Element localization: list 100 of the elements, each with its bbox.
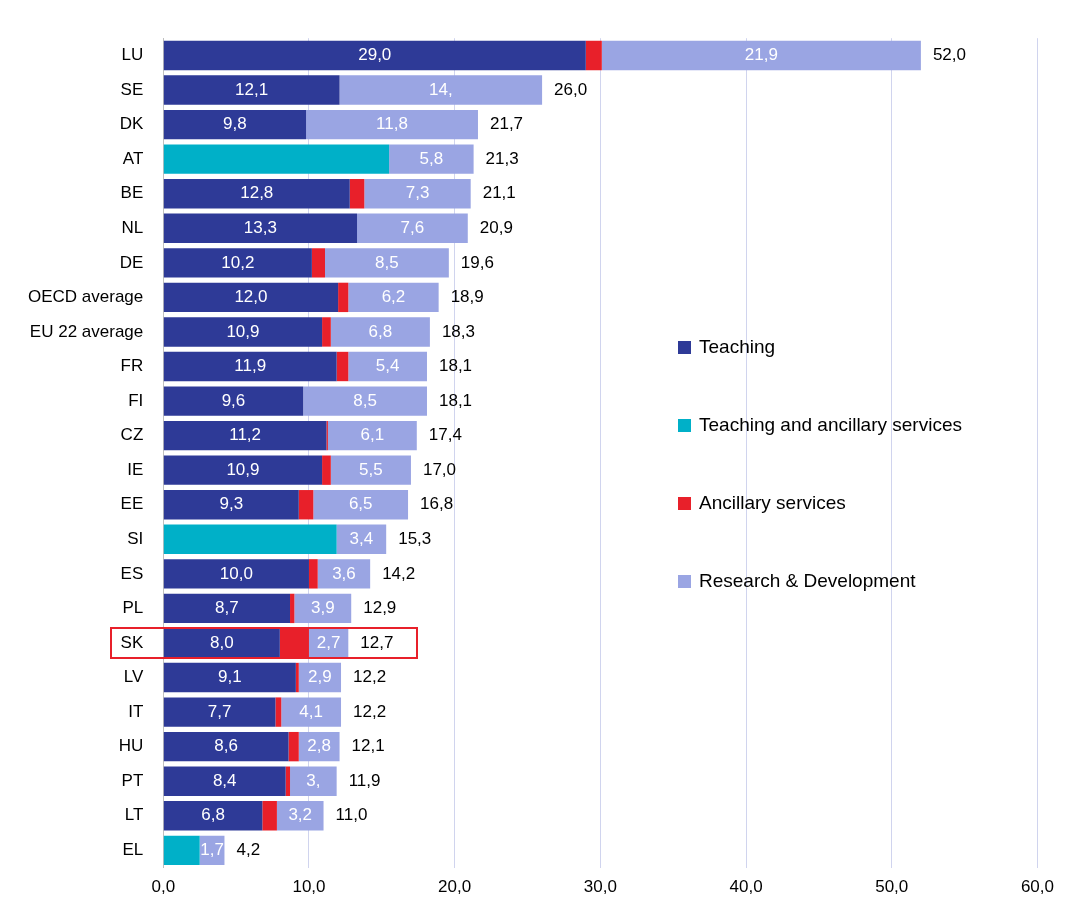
legend-label: Research & Development (699, 570, 916, 592)
total-label: 18,9 (450, 287, 484, 307)
y-tick-label: SK (120, 632, 144, 652)
bar (163, 559, 309, 589)
y-tick-label: OECD average (27, 287, 144, 307)
y-tick-label: IE (127, 459, 144, 479)
data-label: 5,8 (419, 148, 444, 168)
data-label: 9,6 (221, 390, 246, 410)
y-tick-label: EU 22 average (29, 321, 144, 341)
data-label: 6,5 (348, 494, 373, 514)
bar (348, 282, 439, 313)
bar (163, 317, 323, 347)
data-label: 9,3 (219, 494, 244, 514)
bar (163, 524, 337, 554)
data-label: 5,5 (359, 459, 383, 479)
bar (330, 317, 430, 347)
data-label: 4,1 (299, 701, 323, 721)
total-label: 11,0 (335, 805, 368, 825)
total-label: 26,0 (554, 79, 588, 99)
data-label: 21,9 (744, 45, 778, 65)
data-label: 7,7 (207, 701, 232, 721)
legend-label: Teaching and ancillary services (699, 414, 962, 436)
bar (288, 731, 299, 762)
data-label: 8,5 (353, 390, 377, 410)
bar (163, 731, 289, 762)
total-label: 11,9 (348, 770, 381, 790)
data-label: 13,3 (243, 217, 277, 237)
total-label: 19,6 (460, 252, 494, 272)
data-label: 3,9 (310, 598, 335, 618)
x-tick-label: 20,0 (438, 877, 472, 897)
y-tick-label: EL (122, 840, 144, 860)
y-tick-label: SI (127, 528, 144, 548)
data-label: 2,8 (307, 736, 331, 756)
total-label: 12,9 (363, 598, 397, 618)
total-label: 12,2 (353, 701, 387, 721)
bar (163, 835, 200, 866)
y-tick-label: PT (121, 770, 144, 790)
bar (322, 317, 331, 347)
x-tick-label: 50,0 (875, 877, 909, 897)
bar (163, 490, 299, 520)
data-label: 2,9 (308, 667, 332, 687)
total-label: 21,7 (489, 114, 524, 134)
bar (290, 766, 337, 796)
x-tick-label: 30,0 (583, 877, 617, 897)
data-label: 14, (429, 79, 453, 99)
data-label: 8,6 (214, 736, 238, 756)
bar (311, 248, 325, 278)
data-label: 10,0 (219, 563, 253, 583)
total-label: 17,0 (422, 459, 457, 479)
bar (364, 179, 471, 209)
y-tick-label: LU (121, 45, 144, 65)
data-label: 5,4 (375, 356, 400, 376)
bar (298, 490, 314, 520)
data-label: 2,7 (316, 632, 341, 652)
bar (163, 109, 307, 140)
total-label: 17,4 (428, 425, 462, 445)
data-label: 1,7 (200, 840, 224, 860)
y-tick-label: EE (120, 494, 144, 514)
bar (163, 282, 339, 313)
y-tick-label: BE (120, 183, 144, 203)
bar (163, 144, 390, 174)
data-label: 7,6 (400, 217, 425, 237)
total-label: 14,2 (382, 563, 416, 583)
bar (163, 386, 304, 416)
data-label: 7,3 (405, 183, 430, 203)
y-tick-label: HU (118, 736, 144, 756)
data-label: 3, (306, 770, 321, 790)
bar (163, 628, 280, 658)
data-label: 3,2 (288, 805, 313, 825)
data-label: 6,2 (381, 287, 406, 307)
bar (163, 697, 276, 727)
bar (308, 559, 318, 589)
total-label: 52,0 (932, 45, 966, 65)
data-label: 11,9 (234, 356, 267, 376)
bar (285, 766, 291, 796)
data-label: 3,6 (332, 563, 356, 583)
y-tick-label: SE (120, 79, 144, 99)
y-tick-label: LT (124, 805, 144, 825)
bar (163, 766, 286, 796)
data-label: 6,1 (360, 425, 385, 445)
bar (163, 351, 337, 382)
bar (279, 628, 309, 658)
y-tick-label: LV (123, 667, 144, 687)
bar (348, 351, 427, 382)
data-label: 10,2 (221, 252, 255, 272)
data-label: 12,1 (235, 79, 269, 99)
bar (336, 351, 349, 382)
data-label: 6,8 (368, 321, 393, 341)
y-tick-label: CZ (120, 425, 144, 445)
bar (303, 386, 427, 416)
data-label: 12,8 (240, 183, 274, 203)
y-tick-label: NL (121, 217, 144, 237)
bar (163, 801, 263, 831)
data-label: 6,8 (201, 805, 225, 825)
bar (163, 455, 323, 485)
y-tick-label: DK (119, 114, 144, 134)
bar (317, 559, 371, 589)
bar (163, 40, 586, 71)
bar (163, 179, 350, 209)
total-label: 4,2 (236, 840, 261, 860)
